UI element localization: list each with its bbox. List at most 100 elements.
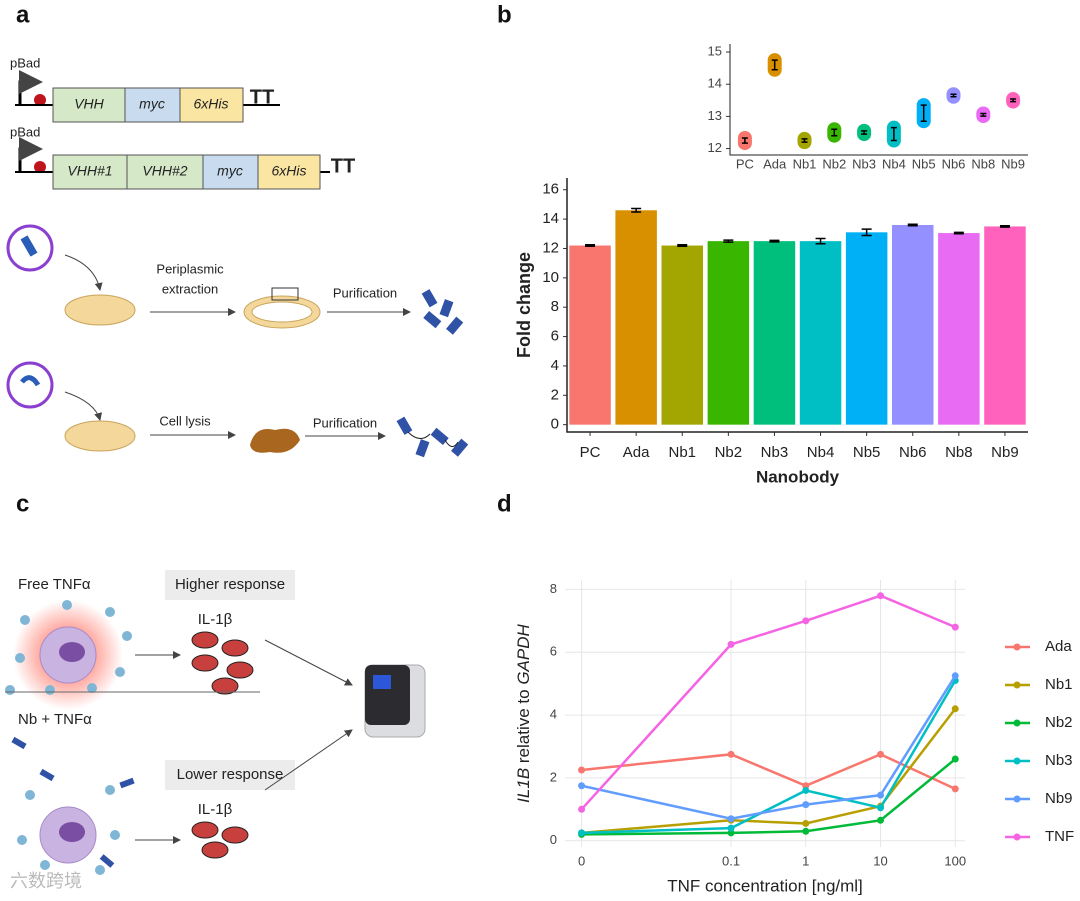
y-tick-label: 6 <box>551 328 559 345</box>
y-axis-title-part: relative to <box>514 685 533 768</box>
arrow <box>64 391 102 421</box>
series-point <box>802 786 810 794</box>
part-label: VHH <box>74 96 104 112</box>
x-tick-label: Ada <box>763 156 787 171</box>
x-tick-label: Nb9 <box>1001 156 1025 171</box>
x-tick-label: Nb2 <box>822 156 846 171</box>
promoter: pBad <box>10 55 40 70</box>
terminator: TT <box>331 155 355 177</box>
bar <box>892 224 934 425</box>
rbs <box>34 161 46 173</box>
y-axis-title-part: IL1B <box>514 768 533 803</box>
y-tick-label: 8 <box>550 581 557 596</box>
x-tick-label: Nb2 <box>715 444 743 461</box>
y-tick-label: 8 <box>551 298 559 315</box>
x-tick-label: Nb6 <box>899 444 927 461</box>
periplasm <box>251 301 313 323</box>
error-bar <box>741 137 748 144</box>
nb-tnf-complexes <box>11 736 135 875</box>
bar <box>938 233 980 425</box>
step-label: Periplasmic <box>156 261 224 276</box>
cytokine-label: IL-1β <box>198 801 233 818</box>
x-tick-label: Nb9 <box>991 444 1019 461</box>
x-tick-label: 0.1 <box>722 853 740 868</box>
legend-swatch <box>1013 833 1021 841</box>
qpcr-machine <box>364 664 426 738</box>
gene-box <box>179 87 244 123</box>
error-bar <box>677 244 688 248</box>
x-tick-label: Nb5 <box>853 444 881 461</box>
series-point <box>951 785 959 793</box>
cell <box>64 294 136 326</box>
axes <box>729 44 1028 156</box>
x-tick-label: Nb1 <box>668 444 696 461</box>
y-axis-title-part: GAPDH <box>514 623 533 684</box>
series-point <box>727 824 735 832</box>
y-tick-label: 4 <box>550 707 557 722</box>
cell <box>64 420 136 452</box>
cytokine-label: IL-1β <box>198 611 233 628</box>
terminator: TT <box>250 86 274 108</box>
series-point <box>578 766 586 774</box>
nanobodies <box>396 416 469 458</box>
x-tick-label: Nb6 <box>942 156 966 171</box>
part-label: 6xHis <box>271 163 306 179</box>
condition-label: Nb + TNFα <box>18 711 92 728</box>
y-tick-label: 14 <box>708 76 722 91</box>
series-point <box>802 801 810 809</box>
legend-swatch <box>1013 643 1021 651</box>
part-label: 6xHis <box>193 96 228 112</box>
y-axis-title: Fold change <box>514 252 534 358</box>
error-bar <box>801 138 808 143</box>
bar <box>569 245 611 425</box>
series-point <box>802 827 810 835</box>
error-bar <box>585 244 596 248</box>
gene-box <box>202 154 259 190</box>
panel-label: c <box>16 490 29 517</box>
plasmid <box>6 361 54 409</box>
y-tick-label: 12 <box>708 140 722 155</box>
x-tick-label: Ada <box>623 444 650 461</box>
error-bar <box>907 223 918 227</box>
nucleus <box>59 642 85 662</box>
insert <box>20 235 38 257</box>
series-line <box>581 679 957 835</box>
series-point <box>727 640 735 648</box>
legend-label: TNF <box>1045 828 1074 845</box>
arrow <box>64 254 103 291</box>
y-tick-label: 2 <box>551 386 559 403</box>
y-tick-label: 13 <box>708 108 722 123</box>
error-bar <box>631 207 642 213</box>
series-point <box>578 829 586 837</box>
y-tick-label: 14 <box>542 210 559 227</box>
series-point <box>727 750 735 758</box>
x-tick-label: Nb3 <box>761 444 789 461</box>
response-label: Higher response <box>175 576 285 593</box>
bar <box>615 210 657 425</box>
bar <box>984 226 1026 425</box>
legend-swatch <box>1013 795 1021 803</box>
error-bar <box>980 112 987 117</box>
legend-label: Nb3 <box>1045 752 1073 769</box>
x-tick-label: Nb3 <box>852 156 876 171</box>
watermark: 六数跨境 <box>10 871 82 891</box>
error-bar <box>831 128 838 137</box>
response-box <box>165 760 295 790</box>
error-bar <box>920 104 927 122</box>
bar <box>707 241 750 425</box>
linker <box>407 431 459 447</box>
x-tick-label: PC <box>736 156 754 171</box>
x-tick-label: Nb1 <box>793 156 817 171</box>
series-point <box>877 816 885 824</box>
series-point <box>951 672 959 680</box>
x-tick-label: Nb8 <box>945 444 973 461</box>
promoter-arrow <box>18 137 43 172</box>
x-axis-title: Nanobody <box>756 467 840 486</box>
error-bar <box>953 231 964 235</box>
panel-label: b <box>497 1 512 28</box>
series-point <box>951 705 959 713</box>
series-point <box>877 791 885 799</box>
series-point <box>578 782 586 790</box>
y-axis-title: IL1B relative to GAPDH <box>514 623 533 802</box>
bar <box>845 232 888 425</box>
